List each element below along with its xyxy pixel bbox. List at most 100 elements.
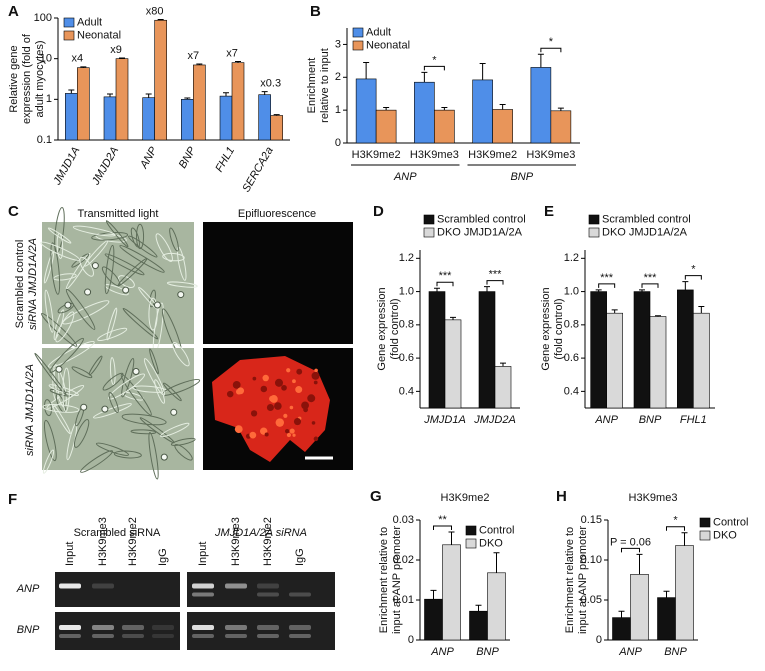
gel-band [92,634,114,638]
fluorescent-spot [295,386,303,394]
cell [121,413,167,426]
bar [142,97,155,141]
fluorescent-spot [292,433,296,437]
fluorescent-spot [314,368,318,373]
error-bar [119,57,125,59]
error-bar [363,62,370,79]
fluorescent-spot [289,428,295,434]
gel-band [289,592,311,597]
cell-nucleus [122,286,130,294]
bar [472,79,493,144]
cell [106,307,118,341]
bar [77,67,90,141]
cell [79,256,94,277]
cell [104,244,115,295]
fluorescent-spot [313,436,319,442]
error-bar [80,66,87,68]
y-tick-label: 0.4 [564,385,579,397]
error-bar [484,286,490,292]
cell [88,355,103,376]
lane-label: H3K9me3 [230,517,242,566]
significance-bracket [540,47,562,53]
y-tick-label: 0.4 [399,385,414,397]
panel-letter: C [8,203,19,220]
x-tick-label: BNP [664,646,687,658]
y-axis-label: Enrichment relative to [378,527,390,633]
fluorescent-spot [250,410,258,417]
bar [181,99,194,141]
x-tick-label: JMJD1A [51,145,83,188]
gel [187,572,335,607]
y-tick-label: 0.02 [393,554,414,566]
cell-nucleus [153,301,161,309]
error-bar [682,281,689,290]
bar [675,545,694,641]
cell [154,379,165,404]
y-axis-label: expression (fold of [21,33,33,124]
bar [65,93,78,141]
lane-label: Input [64,542,76,566]
gel-band [92,583,114,589]
fluorescent-spot [274,378,284,387]
cell [44,289,54,333]
legend-swatch [465,538,477,549]
gel [55,612,180,650]
chart-title: H3K9me3 [629,492,678,504]
error-bar [557,107,564,111]
cell [172,342,190,367]
gel-band [59,634,81,638]
lane-label: H3K9me3 [97,517,109,566]
legend-swatch [352,40,364,51]
cell [42,449,55,474]
cell [44,399,53,417]
fluorescent-spot [286,433,291,438]
cell [170,437,196,446]
x-tick-label: H3K9me3 [526,149,575,161]
cell [160,422,190,438]
lane-label: H3K9me2 [262,517,274,566]
bar [375,109,397,144]
lane-label: IgG [157,548,169,566]
fluorescent-spot [275,418,285,427]
cell [92,403,132,419]
column-title: Transmitted light [78,208,159,220]
x-tick-label: H3K9me2 [352,149,401,161]
y-tick-label: 0 [408,634,414,646]
bar [492,109,513,144]
gel-band [122,634,144,638]
error-bar [223,92,229,97]
row-label: Scrambled control [14,240,26,329]
bar [649,316,667,409]
bar [270,115,283,141]
legend-label: DKO JMJD1A/2A [437,226,523,238]
error-bar [499,104,506,110]
legend-label: Control [479,524,514,536]
bar [630,574,649,641]
fold-label: x9 [110,44,122,56]
error-bar [639,289,645,292]
y-tick-label: 0.10 [581,554,602,566]
cell-nucleus [160,453,168,461]
cell [43,419,57,462]
fold-label: x80 [146,5,164,17]
error-bar [698,306,705,314]
cell [108,373,146,400]
error-bar [421,71,428,83]
y-tick-label: 0.05 [581,594,602,606]
bar [424,598,443,641]
significance-label: P = 0.06 [610,536,651,548]
legend-label: Scrambled control [602,213,691,225]
bar [612,617,631,641]
fluorescent-spot [281,384,287,391]
gel-row: BNP [17,624,40,636]
bar [258,94,271,141]
bar [193,64,206,141]
y-axis-label: (fold control) [553,298,565,359]
cell [130,429,157,435]
x-tick-label: JMJD2A [89,145,121,188]
fluorescent-spot [301,401,309,410]
cell-nucleus [84,288,92,296]
legend-label: DKO JMJD1A/2A [602,226,688,238]
cell-nucleus [101,405,109,413]
cell [65,288,96,330]
